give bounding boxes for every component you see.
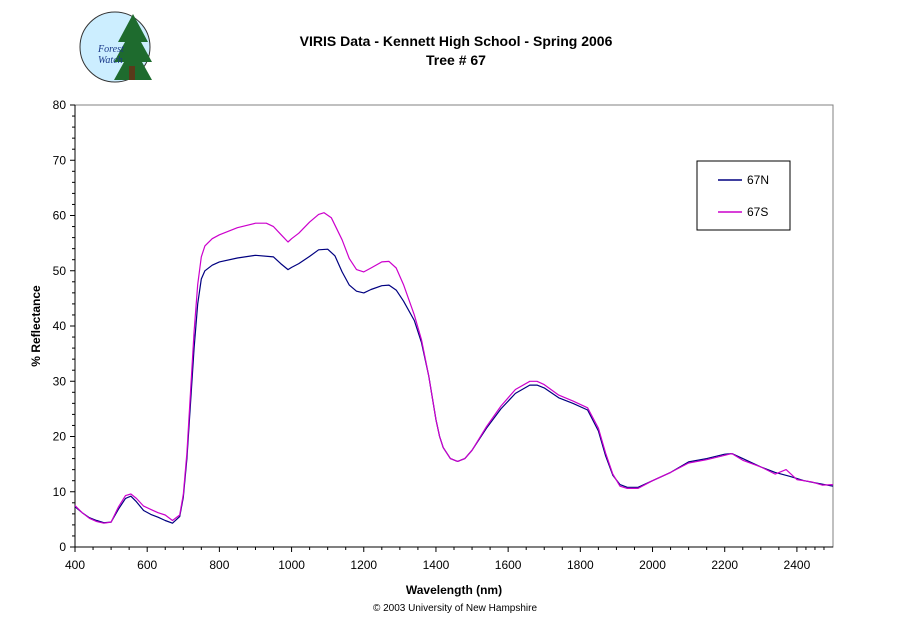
x-tick-label: 400 — [65, 558, 85, 572]
x-tick-label: 2000 — [639, 558, 666, 572]
y-axis-ticks: 0 10 20 30 40 50 60 70 80 — [53, 98, 75, 554]
series-line-67s — [74, 212, 834, 524]
x-tick-label: 1600 — [495, 558, 522, 572]
x-tick-label: 800 — [209, 558, 229, 572]
forest-watch-logo: Forest Watch — [79, 11, 152, 83]
y-tick-label: 20 — [53, 430, 67, 444]
x-axis-title: Wavelength (nm) — [406, 583, 502, 597]
y-axis-title: % Reflectance — [29, 285, 43, 367]
legend-label-67s: 67S — [747, 205, 768, 219]
legend-label-67n: 67N — [747, 173, 769, 187]
chart-subtitle: Tree # 67 — [426, 52, 486, 68]
x-tick-label: 2400 — [784, 558, 811, 572]
x-tick-label: 1200 — [350, 558, 377, 572]
x-tick-label: 1800 — [567, 558, 594, 572]
y-tick-label: 0 — [59, 540, 66, 554]
y-tick-label: 10 — [53, 485, 67, 499]
x-tick-label: 1000 — [278, 558, 305, 572]
logo-text-watch: Watch — [98, 55, 123, 66]
y-tick-label: 50 — [53, 264, 67, 278]
series-layer — [74, 212, 834, 524]
x-tick-label: 1400 — [423, 558, 450, 572]
chart-title: VIRIS Data - Kennett High School - Sprin… — [300, 33, 613, 49]
x-axis-ticks: 400 600 800 1000 1200 1400 1600 1800 2000 2200 240… — [65, 547, 825, 572]
y-tick-label: 70 — [53, 153, 67, 167]
y-tick-label: 30 — [53, 374, 67, 388]
y-tick-label: 80 — [53, 98, 67, 112]
y-tick-label: 40 — [53, 319, 67, 333]
legend: 67N 67S — [696, 160, 791, 231]
logo-text-forest: Forest — [97, 44, 124, 55]
x-tick-label: 2200 — [711, 558, 738, 572]
x-tick-label: 600 — [137, 558, 157, 572]
y-tick-label: 60 — [53, 209, 67, 223]
copyright-footer: © 2003 University of New Hampshire — [373, 603, 538, 614]
series-line-67n — [74, 248, 834, 524]
tree-icon — [114, 14, 152, 80]
legend-box — [696, 160, 791, 231]
